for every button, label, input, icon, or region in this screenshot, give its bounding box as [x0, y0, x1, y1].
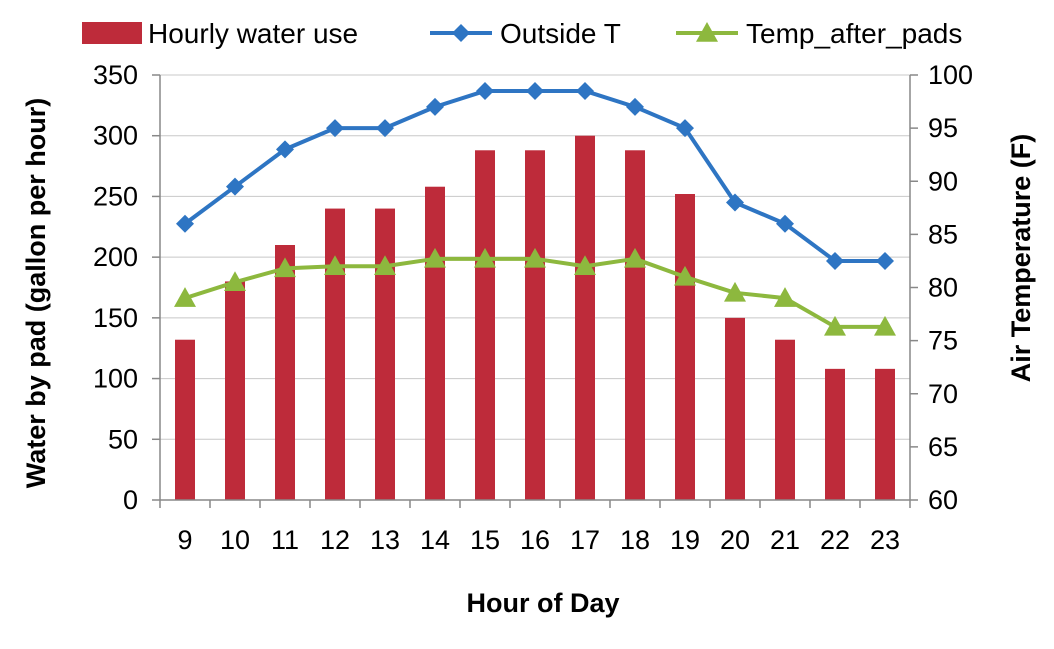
x-tick-label: 18 [620, 525, 650, 555]
y2-tick-label: 75 [928, 326, 958, 356]
data-point [576, 81, 594, 100]
y-tick-label: 0 [123, 485, 138, 515]
y-tick-label: 200 [93, 242, 138, 272]
data-point [676, 119, 694, 138]
bar [625, 150, 645, 501]
x-tick-label: 12 [320, 525, 350, 555]
x-tick-label: 11 [271, 525, 299, 555]
bar [475, 150, 495, 501]
bar-series [175, 135, 895, 501]
data-point [424, 247, 446, 268]
legend-marker [696, 22, 718, 42]
y2-tick-label: 100 [928, 60, 973, 90]
data-point [724, 281, 746, 302]
bar [375, 208, 395, 501]
data-point [824, 315, 846, 336]
bar [775, 339, 795, 500]
data-point [224, 271, 246, 291]
x-tick-label: 15 [470, 525, 500, 555]
data-point [324, 255, 346, 276]
bar [575, 135, 595, 500]
bar [825, 368, 845, 500]
bar [175, 339, 195, 500]
data-point [326, 119, 344, 138]
data-point [774, 287, 796, 307]
y2-axis-title: Air Temperature (F) [1006, 134, 1036, 383]
x-tick-label: 20 [720, 525, 750, 555]
data-point [826, 251, 844, 270]
data-point [274, 257, 296, 278]
y2-tick-label: 65 [928, 432, 958, 462]
axes [152, 74, 918, 508]
bar [725, 317, 745, 500]
x-tick-label: 9 [177, 525, 192, 555]
y2-tick-label: 95 [928, 113, 958, 143]
data-point [374, 255, 396, 276]
bar [225, 281, 245, 500]
tick-labels: 9 10 11 12 13 14 15 16 17 18 19 20 21 22 23 0 50 100 150 20… [93, 60, 973, 555]
bar [875, 368, 895, 500]
x-tick-label: 13 [370, 525, 400, 555]
x-tick-label: 16 [520, 525, 550, 555]
y2-tick-label: 85 [928, 219, 958, 249]
y2-tick-label: 80 [928, 273, 958, 303]
y-tick-label: 50 [108, 424, 138, 454]
bar [675, 194, 695, 500]
data-point [176, 214, 194, 233]
x-tick-label: 19 [670, 525, 700, 555]
data-point [474, 247, 496, 268]
x-tick-label: 10 [220, 525, 250, 555]
x-axis-title: Hour of Day [466, 588, 619, 618]
line-series [174, 81, 896, 336]
y2-tick-label: 70 [928, 379, 958, 409]
y-tick-label: 150 [93, 303, 138, 333]
legend-marker [452, 24, 470, 42]
legend: Hourly water use Outside T Temp_after_pads [82, 18, 962, 49]
bar [525, 150, 545, 501]
bar [425, 186, 445, 500]
legend-label: Temp_after_pads [746, 18, 962, 49]
legend-label: Outside T [500, 18, 621, 49]
data-point [276, 140, 294, 159]
x-tick-label: 14 [420, 525, 450, 555]
data-point [476, 81, 494, 100]
data-point [574, 255, 596, 276]
y-axis-title: Water by pad (gallon per hour) [21, 98, 51, 489]
data-point [874, 315, 896, 336]
x-tick-label: 17 [570, 525, 600, 555]
data-point [174, 287, 196, 307]
y-tick-label: 250 [93, 181, 138, 211]
data-point [524, 247, 546, 268]
x-tick-label: 21 [770, 525, 800, 555]
legend-label: Hourly water use [148, 18, 358, 49]
y-tick-label: 350 [93, 60, 138, 90]
data-point [624, 247, 646, 268]
y2-tick-label: 60 [928, 485, 958, 515]
data-point [876, 251, 894, 270]
data-point [776, 214, 794, 233]
data-point [726, 193, 744, 212]
y-tick-label: 300 [93, 121, 138, 151]
data-point [426, 97, 444, 116]
bar [275, 245, 295, 500]
x-tick-label: 23 [870, 525, 900, 555]
data-point [626, 97, 644, 116]
x-tick-label: 22 [820, 525, 850, 555]
data-point [674, 265, 696, 286]
data-point [226, 177, 244, 196]
bar [325, 208, 345, 501]
y-tick-label: 100 [93, 364, 138, 394]
data-point [376, 119, 394, 138]
data-point [526, 81, 544, 100]
y2-tick-label: 90 [928, 166, 958, 196]
legend-swatch [82, 22, 142, 44]
